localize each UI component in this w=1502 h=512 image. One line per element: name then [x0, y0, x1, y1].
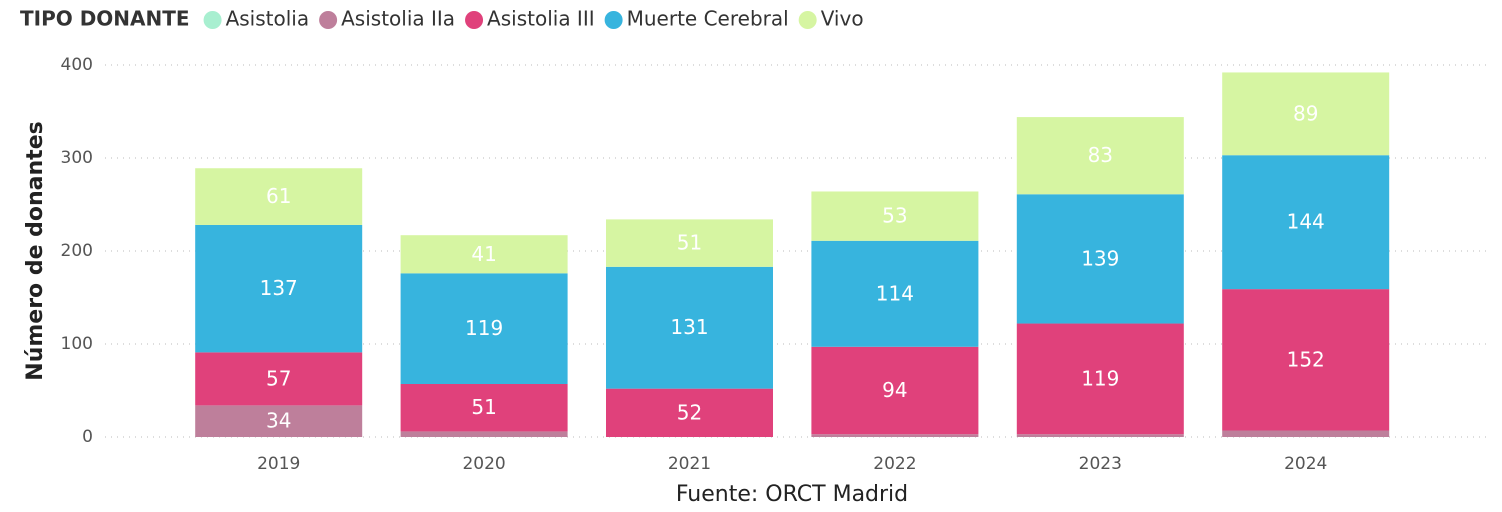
y-tick-label: 200 [61, 241, 93, 261]
data-label: 137 [260, 276, 298, 300]
data-label: 61 [266, 184, 291, 208]
data-label: 131 [670, 315, 708, 339]
bar-segment [1016, 194, 1184, 324]
data-label: 119 [1081, 366, 1119, 390]
data-label: 114 [876, 281, 914, 305]
bar-segment [400, 431, 568, 437]
x-axis-title: Fuente: ORCT Madrid [676, 482, 908, 507]
data-label: 57 [266, 366, 291, 390]
legend-marker [798, 11, 817, 29]
bar-segment [606, 388, 773, 437]
legend-marker [203, 11, 222, 29]
bar-segment [1016, 117, 1184, 195]
x-tick-label: 2020 [462, 454, 505, 474]
legend-label: Muerte Cerebral [627, 7, 789, 31]
bar-segment [1016, 323, 1184, 435]
legend-label: Asistolia III [487, 7, 595, 31]
bar-segment [195, 168, 363, 225]
y-tick-label: 0 [82, 427, 93, 447]
bar-segment [1222, 155, 1390, 290]
data-label: 144 [1287, 210, 1325, 234]
legend-marker [604, 11, 623, 29]
legend-marker [465, 11, 484, 29]
legend-label: Vivo [821, 7, 864, 31]
bar-segment [1222, 289, 1390, 431]
bar-segment [811, 346, 979, 435]
bar-segment [1222, 430, 1390, 437]
data-label: 139 [1081, 246, 1119, 270]
bar-segment [195, 405, 363, 437]
data-label: 34 [266, 409, 291, 433]
bar-segment [400, 273, 568, 384]
bar-segment [400, 383, 568, 432]
y-axis-title: Número de donantes [23, 121, 48, 380]
data-label: 89 [1293, 101, 1318, 125]
bar-segment [1016, 434, 1184, 437]
bar-segment [606, 266, 773, 389]
data-label: 94 [882, 378, 907, 402]
x-tick-label: 2023 [1079, 454, 1122, 474]
legend-title: TIPO DONANTE [20, 7, 190, 31]
y-tick-label: 300 [61, 148, 93, 168]
data-label: 41 [471, 242, 496, 266]
data-label: 53 [882, 204, 907, 228]
bar-segment [811, 240, 979, 347]
legend-marker [319, 11, 338, 29]
bar-segment [195, 352, 363, 406]
legend-label: Asistolia [226, 7, 310, 31]
bar-segment [400, 235, 568, 274]
data-label: 52 [677, 400, 702, 424]
x-tick-label: 2019 [257, 454, 300, 474]
bar-segment [811, 434, 979, 437]
data-label: 51 [471, 395, 496, 419]
data-label: 119 [465, 316, 503, 340]
data-label: 83 [1088, 143, 1113, 167]
x-tick-label: 2022 [873, 454, 916, 474]
bar-segment [195, 224, 363, 353]
data-label: 152 [1287, 347, 1325, 371]
x-tick-label: 2024 [1284, 454, 1327, 474]
y-tick-label: 100 [61, 334, 93, 354]
x-tick-label: 2021 [668, 454, 711, 474]
legend-label: Asistolia IIa [341, 7, 455, 31]
bar-segment [811, 191, 979, 241]
y-tick-label: 400 [61, 55, 93, 75]
bar-segment [606, 219, 773, 267]
bar-segment [1222, 72, 1390, 156]
data-label: 51 [677, 231, 702, 255]
